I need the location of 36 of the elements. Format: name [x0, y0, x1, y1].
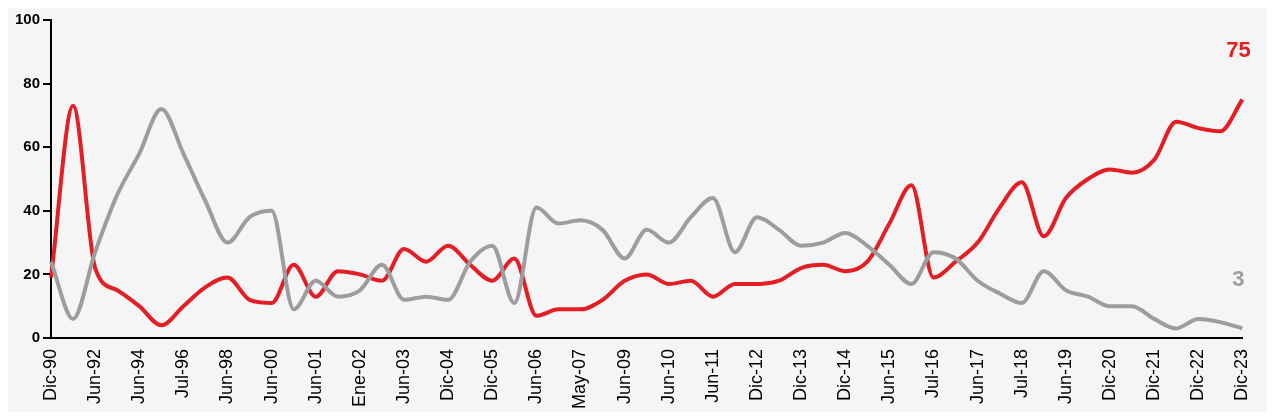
x-tick-label: Jun-00: [260, 348, 281, 405]
x-tick-label: Jun-17: [966, 348, 987, 405]
x-tick-label: Jun-01: [304, 348, 325, 405]
x-tick-label: Jun-94: [128, 348, 149, 405]
x-tick-label: Dic-90: [40, 348, 60, 401]
y-tick-label: 0: [31, 328, 41, 346]
data-label: 3: [1232, 265, 1245, 291]
x-tick-label: Dic-05: [481, 348, 502, 401]
x-tick-label: Dic-04: [437, 348, 458, 401]
x-tick-label: Jun-09: [613, 348, 634, 405]
x-tick-label: Jun-11: [701, 348, 722, 403]
x-tick-label: May-07: [569, 348, 590, 410]
x-tick-label: Jul-16: [922, 348, 943, 399]
x-tick-label: Ene-02: [348, 348, 369, 408]
x-tick-label: Dic-23: [1231, 348, 1252, 401]
x-tick-label: Dic-14: [834, 348, 855, 401]
y-tick-label: 40: [23, 200, 41, 218]
x-tick-label: Jul-18: [1010, 348, 1031, 399]
x-tick-label: Jun-92: [84, 348, 105, 405]
x-tick-label: Dic-22: [1187, 348, 1208, 401]
data-label: 75: [1226, 36, 1251, 62]
x-tick-label: Dic-12: [745, 348, 766, 401]
x-tick-label: Jun-10: [657, 348, 678, 405]
y-tick-label: 20: [23, 264, 41, 282]
y-tick-label: 100: [15, 10, 41, 28]
x-tick-label: Dic-13: [790, 348, 811, 401]
x-tick-label: Jun-06: [525, 348, 546, 405]
y-tick-label: 80: [23, 73, 41, 91]
y-tick-label: 60: [23, 137, 41, 155]
x-tick-label: Jun-19: [1054, 348, 1075, 405]
x-tick-label: Dic-20: [1098, 348, 1119, 401]
x-tick-label: Dic-21: [1143, 348, 1164, 401]
x-tick-label: Jun-98: [216, 348, 237, 405]
x-tick-label: Jun-15: [878, 348, 899, 405]
x-tick-label: Jun-03: [393, 348, 413, 405]
x-tick-label: Jul-96: [172, 348, 193, 399]
